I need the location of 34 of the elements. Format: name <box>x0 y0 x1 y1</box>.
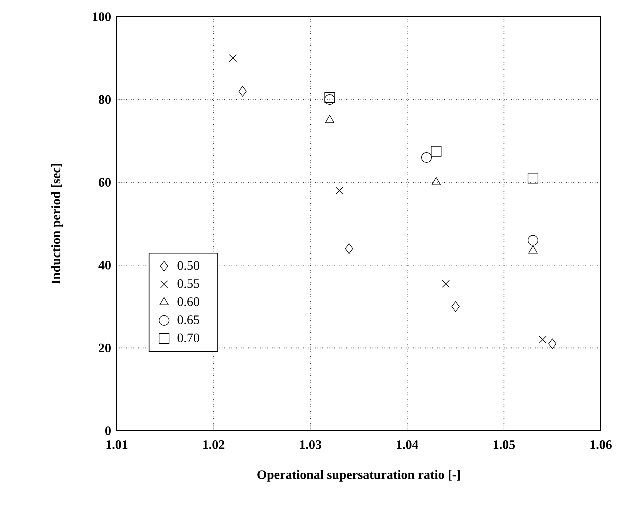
point <box>324 94 336 106</box>
legend-label: 0.65 <box>178 316 200 324</box>
y-tick-label: 40 <box>98 261 111 270</box>
x-tick-label: 1.02 <box>204 440 225 450</box>
point <box>345 244 354 254</box>
point <box>528 246 538 254</box>
x-tick-label: 1.06 <box>590 440 612 450</box>
point <box>442 280 450 288</box>
legend-label: 0.70 <box>178 334 200 343</box>
legend-label: 0.60 <box>178 298 200 306</box>
point <box>539 336 547 344</box>
point <box>548 338 557 350</box>
point <box>325 115 335 124</box>
y-axis-title: Induction period [sec] <box>51 164 64 284</box>
point <box>229 54 237 62</box>
x-tick-label: 1.04 <box>397 440 418 450</box>
point <box>452 302 460 312</box>
y-tick-label: 20 <box>99 344 111 353</box>
y-tick-label: 80 <box>98 95 111 104</box>
legend-label: 0.50 <box>178 261 200 270</box>
y-tick-label: 100 <box>93 12 111 22</box>
y-tick-label: 60 <box>98 178 111 187</box>
x-axis-title: Operational supersaturation ratio [-] <box>258 470 460 482</box>
point <box>324 92 336 104</box>
x-tick-label: 1.05 <box>494 440 516 450</box>
x-tick-label: 1.01 <box>106 440 128 450</box>
point <box>238 86 247 97</box>
point <box>528 235 539 246</box>
point <box>336 187 344 195</box>
y-tick-label: 0 <box>106 426 111 436</box>
legend-label: 0.55 <box>178 279 200 288</box>
point <box>528 173 539 184</box>
x-tick-label: 1.03 <box>300 440 322 450</box>
point <box>432 177 442 186</box>
